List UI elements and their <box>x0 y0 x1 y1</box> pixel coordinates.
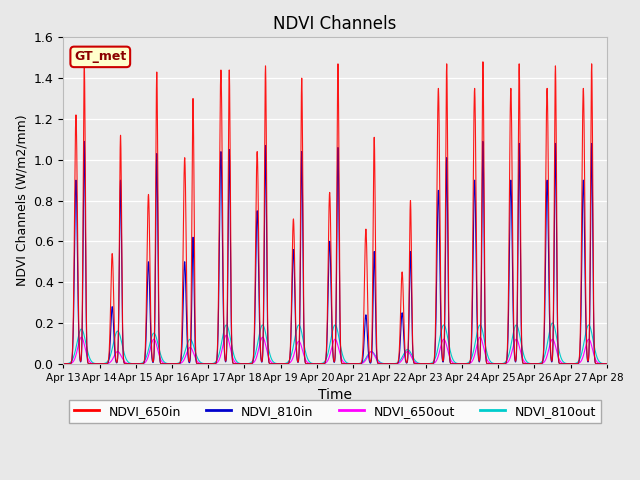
Y-axis label: NDVI Channels (W/m2/mm): NDVI Channels (W/m2/mm) <box>15 115 28 287</box>
Text: GT_met: GT_met <box>74 50 126 63</box>
Title: NDVI Channels: NDVI Channels <box>273 15 397 33</box>
Legend: NDVI_650in, NDVI_810in, NDVI_650out, NDVI_810out: NDVI_650in, NDVI_810in, NDVI_650out, NDV… <box>68 400 601 423</box>
X-axis label: Time: Time <box>318 388 352 402</box>
